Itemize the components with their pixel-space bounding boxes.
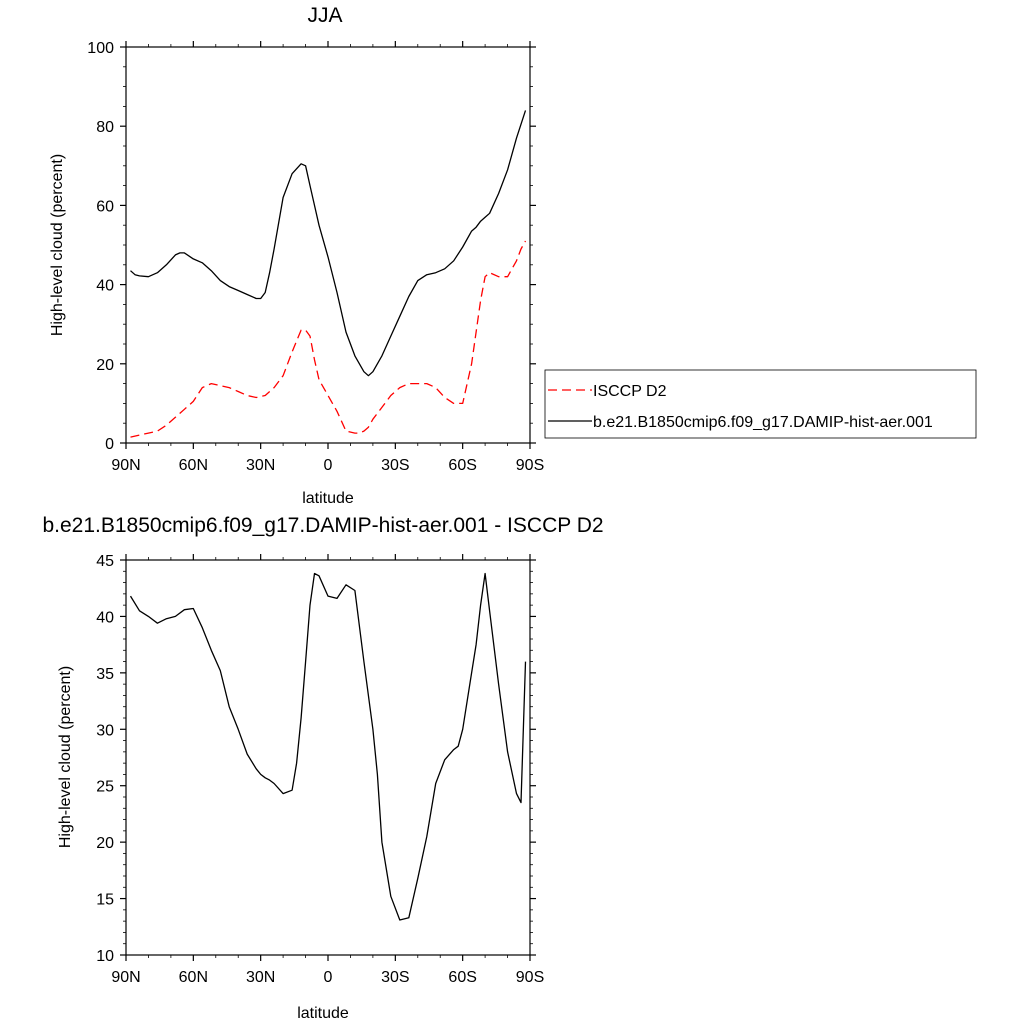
top-series-line-0 — [130, 240, 527, 438]
top-x-tick-label: 30S — [381, 457, 409, 474]
top-y-tick-label: 60 — [96, 198, 114, 215]
bottom-x-tick-label: 60N — [179, 969, 208, 986]
bottom-x-tick-label: 90S — [516, 969, 544, 986]
top-x-tick-label: 90S — [516, 457, 544, 474]
bottom-chart-title: b.e21.B1850cmip6.f09_g17.DAMIP-hist-aer.… — [42, 514, 603, 537]
top-x-tick-labels: 90N 60N 30N 0 30S 60S 90S — [111, 457, 544, 474]
top-x-tick-label: 90N — [111, 457, 140, 474]
bottom-y-tick-label: 20 — [96, 835, 114, 852]
top-y-tick-labels: 0 20 40 60 80 100 — [87, 40, 114, 453]
top-panel: JJA 0 20 40 60 80 100 90N 60N 30N 0 30S 60S 90S Hig… — [49, 4, 977, 507]
bottom-x-axis-label: latitude — [297, 1005, 349, 1022]
legend-box — [544, 369, 977, 439]
bottom-x-tick-label: 60S — [448, 969, 476, 986]
bottom-y-tick-label: 10 — [96, 948, 114, 965]
bottom-x-tick-labels: 90N 60N 30N 0 30S 60S 90S — [111, 969, 544, 986]
top-series-lines — [130, 110, 527, 438]
bottom-y-tick-label: 40 — [96, 609, 114, 626]
bottom-tick-marks — [120, 554, 536, 961]
top-tick-marks — [120, 41, 536, 449]
bottom-plot-frame — [125, 559, 531, 956]
top-y-tick-label: 40 — [96, 278, 114, 295]
top-chart-title: JJA — [307, 4, 342, 27]
bottom-y-tick-label: 30 — [96, 722, 114, 739]
top-x-axis-label: latitude — [302, 490, 354, 507]
legend: ISCCP D2 b.e21.B1850cmip6.f09_g17.DAMIP-… — [544, 369, 977, 439]
top-series-line-1 — [130, 110, 527, 377]
bottom-series-lines — [129, 572, 527, 921]
bottom-y-tick-label: 45 — [96, 553, 114, 570]
top-x-tick-label: 60N — [179, 457, 208, 474]
bottom-x-tick-label: 90N — [111, 969, 140, 986]
bottom-x-tick-label: 30N — [246, 969, 275, 986]
bottom-x-tick-label: 30S — [381, 969, 409, 986]
top-x-tick-label: 0 — [324, 457, 333, 474]
bottom-y-tick-label: 15 — [96, 892, 114, 909]
bottom-series-line-0 — [129, 572, 527, 921]
top-y-tick-label: 100 — [87, 40, 114, 57]
bottom-y-tick-labels: 10 15 20 25 30 35 40 45 — [96, 553, 114, 965]
top-x-tick-label: 60S — [448, 457, 476, 474]
top-x-tick-label: 30N — [246, 457, 275, 474]
bottom-panel: b.e21.B1850cmip6.f09_g17.DAMIP-hist-aer.… — [42, 514, 603, 1022]
bottom-x-tick-label: 0 — [324, 969, 333, 986]
top-y-tick-label: 20 — [96, 357, 114, 374]
top-y-tick-label: 80 — [96, 119, 114, 136]
bottom-y-tick-label: 25 — [96, 779, 114, 796]
legend-label-isccp-d2: ISCCP D2 — [593, 383, 667, 400]
top-y-tick-label: 0 — [105, 436, 114, 453]
legend-label-model: b.e21.B1850cmip6.f09_g17.DAMIP-hist-aer.… — [593, 414, 933, 431]
top-plot-frame — [125, 46, 531, 444]
top-y-axis-label: High-level cloud (percent) — [49, 154, 66, 336]
bottom-y-axis-label: High-level cloud (percent) — [57, 666, 74, 848]
bottom-y-tick-label: 35 — [96, 666, 114, 683]
